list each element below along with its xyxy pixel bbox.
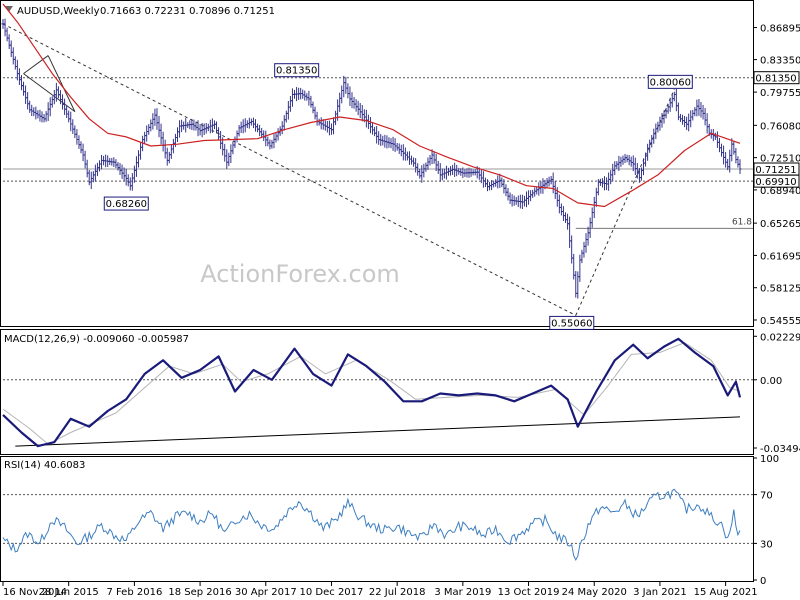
price-tick-label: 0.58125 [760, 284, 800, 295]
level-box-label: 0.69910 [755, 177, 796, 188]
x-tick-label: 3 Jan 2021 [633, 587, 687, 598]
rsi-tick-label: 70 [760, 491, 773, 502]
x-tick-label: 24 May 2020 [562, 587, 627, 598]
price-tick-label: 0.72510 [760, 154, 800, 165]
rsi-tick-label: 0 [760, 576, 766, 587]
x-tick-label: 30 Apr 2017 [235, 587, 297, 598]
price-tick-label: 0.61695 [760, 251, 800, 262]
macd-tick-label: 0.00 [760, 376, 782, 387]
annotation-label: 0.55060 [551, 318, 592, 329]
level-box-label: 0.71251 [755, 165, 796, 176]
price-tick-label: 0.68940 [760, 186, 800, 197]
rsi-tick-label: 100 [760, 454, 779, 465]
rsi-title: RSI(14) 40.6083 [4, 460, 85, 471]
trendline [47, 55, 76, 112]
annotation-label: 0.81350 [276, 66, 317, 77]
price-tick-label: 0.83350 [760, 56, 800, 67]
macd-trendline [15, 416, 741, 447]
price-panel [0, 0, 754, 327]
macd-layer [2, 337, 753, 448]
rsi-tick-label: 30 [760, 539, 773, 550]
annotation-label: 0.68260 [106, 199, 147, 210]
annotation-box [647, 74, 693, 89]
trendline [2, 23, 576, 316]
level-box [753, 71, 800, 85]
level-box [753, 162, 800, 176]
x-tick-label: 16 Nov 2014 [3, 587, 67, 598]
rsi-line [2, 488, 741, 561]
gear-icon[interactable] [5, 6, 13, 12]
price-tick-label: 0.79755 [760, 88, 800, 99]
x-tick-label: 18 Sep 2016 [168, 587, 231, 598]
ohlc-readout: 0.71663 0.72231 0.70896 0.71251 [100, 6, 275, 17]
price-tick-label: 0.54555 [760, 316, 800, 327]
annotation-box [274, 63, 320, 78]
price-tick-label: 0.76080 [760, 121, 800, 132]
x-tick-label: 22 Jul 2018 [369, 587, 426, 598]
rsi-panel [0, 456, 754, 582]
chart-title: AUDUSD,Weekly [17, 6, 100, 17]
level-box-label: 0.81350 [755, 74, 796, 85]
macd-tick-label: -0.034948 [760, 444, 800, 455]
x-tick-label: 13 Oct 2019 [498, 587, 560, 598]
price-tick-label: 0.65265 [760, 219, 800, 230]
annotation-box [103, 196, 149, 211]
watermark: ActionForex.com [200, 260, 400, 288]
annotation-box [549, 315, 595, 330]
annotation-label: 0.80060 [650, 77, 691, 88]
ma-line [2, 3, 741, 208]
price-tick-label: 0.86895 [760, 24, 800, 35]
trendline [23, 55, 49, 75]
axis-layer: 0.86895 0.83350 0.79755 0.76080 0.72510 0.689… [2, 24, 800, 598]
fib-label: 61.8 [732, 217, 752, 227]
macd-tick-label: 0.022295 [760, 332, 800, 343]
x-tick-label: 3 Mar 2019 [434, 587, 491, 598]
x-tick-label: 28 Jun 2015 [39, 587, 99, 598]
macd-panel [0, 329, 754, 455]
x-tick-label: 15 Aug 2021 [694, 587, 758, 598]
price-layer: 61.8 0.81350 0.68260 0.80060 0.55060 [1, 3, 753, 330]
x-tick-label: 7 Feb 2016 [106, 587, 162, 598]
macd-line [2, 337, 742, 448]
rsi-layer [2, 488, 753, 561]
macd-title: MACD(12,26,9) -0.009060 -0.005987 [4, 334, 189, 345]
x-tick-label: 10 Dec 2017 [300, 587, 364, 598]
